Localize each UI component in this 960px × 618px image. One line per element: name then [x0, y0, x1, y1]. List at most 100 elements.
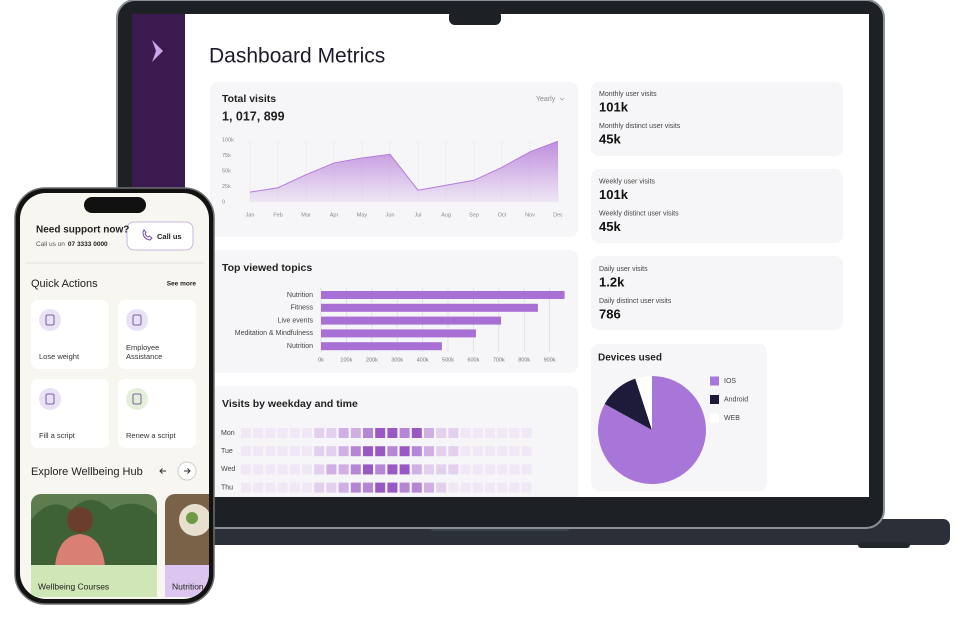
heat-cell — [497, 428, 508, 438]
action-label-box: Lose weight — [39, 352, 80, 362]
heat-cell — [460, 446, 471, 457]
heat-cell — [363, 464, 373, 475]
heat-cell — [399, 446, 410, 457]
bar — [321, 342, 442, 351]
hub-card-label: Nutrition — [172, 581, 204, 591]
stat-label: Weekly distinct user visits — [599, 210, 679, 217]
heat-cell — [265, 464, 276, 475]
heat-cell — [497, 482, 508, 493]
heat-cell — [448, 482, 459, 493]
heat-cell — [399, 464, 410, 475]
heat-cell — [326, 482, 337, 493]
action-glyph — [45, 393, 55, 405]
heat-cell — [472, 482, 483, 493]
call-button-label: Call us — [157, 232, 182, 241]
chevron[interactable] — [559, 97, 565, 101]
heat-cell — [485, 482, 495, 493]
support-number: 07 3333 0000 — [68, 241, 108, 248]
heat-cell — [277, 482, 288, 493]
action-icon — [39, 309, 61, 331]
heat-cell — [375, 428, 386, 438]
x-tick-label: Aug — [441, 212, 451, 218]
x-tick-label: 800k — [518, 357, 530, 363]
x-tick-label: 700k — [493, 357, 505, 363]
heat-cell — [289, 428, 300, 438]
total-value: 1, 017, 899 — [222, 109, 285, 123]
x-tick-label: Dec — [553, 212, 563, 218]
x-tick-label: 400k — [417, 357, 429, 363]
next-arrow — [184, 468, 191, 474]
x-tick-label: Apr — [330, 212, 339, 218]
row-label: Thu — [221, 484, 233, 491]
y-tick-label: Meditation & Mindfulness — [235, 330, 314, 337]
heat-cell — [375, 446, 386, 457]
dashboard: Dashboard Metrics Total visits 1, 017, 89… — [209, 45, 843, 497]
x-tick-label: Mar — [301, 212, 311, 218]
y-tick-label: Live events — [278, 317, 314, 324]
photo-person-body — [55, 534, 105, 566]
area — [250, 141, 558, 202]
heat-cell — [350, 464, 361, 475]
row-label: Mon — [221, 430, 235, 437]
heat-cell — [277, 464, 288, 475]
x-tick-label: Sep — [469, 212, 479, 218]
card-band — [31, 565, 157, 597]
action-label: Fill a script — [39, 431, 75, 441]
heat-cell — [472, 464, 483, 475]
heat-cell — [399, 482, 410, 493]
heat-cell — [485, 446, 495, 457]
heat-cell — [424, 464, 434, 475]
phone-content: Need support now?Call us on 07 3333 0000C… — [26, 221, 209, 597]
hub-card-label: Wellbeing Courses — [38, 581, 109, 591]
heat-cell — [448, 446, 459, 457]
see-more-link: See more — [167, 281, 197, 288]
action-label: Lose weight — [39, 352, 80, 362]
heat-cell — [424, 446, 434, 457]
x-tick-label: 600k — [467, 357, 479, 363]
section-title: Quick Actions — [31, 278, 98, 290]
card-title: Visits by weekday and time — [222, 398, 358, 410]
stat-value: 45k — [599, 219, 621, 234]
card — [591, 169, 843, 243]
x-tick-label: 100k — [340, 357, 352, 363]
legend-label: IOS — [724, 378, 736, 385]
legend-label: WEB — [724, 415, 740, 422]
heat-cell — [509, 482, 520, 493]
section-title: Explore Wellbeing Hub — [31, 466, 143, 478]
heat-cell — [399, 428, 410, 438]
bar — [321, 316, 502, 325]
heat-cell — [314, 446, 325, 457]
action-icon — [126, 309, 148, 331]
prev-arrow[interactable] — [159, 468, 166, 474]
y-tick-label: Nutrition — [287, 343, 313, 350]
notch — [449, 10, 501, 25]
heat-cell — [436, 482, 447, 493]
heat-cell — [460, 464, 471, 475]
laptop-foot — [858, 542, 910, 548]
card — [591, 82, 843, 156]
call-button[interactable] — [126, 221, 194, 251]
y-tick-label: 25k — [222, 184, 231, 190]
action-glyph — [45, 314, 55, 326]
heat-cell — [521, 446, 532, 457]
period-select: Yearly — [536, 96, 556, 103]
y-tick-label: Nutrition — [287, 292, 313, 299]
action-icon — [126, 388, 148, 410]
heat-cell — [302, 446, 312, 457]
heat-cell — [485, 428, 495, 438]
pie-slice — [604, 378, 652, 430]
heat-cell — [411, 446, 422, 457]
action-glyph — [132, 393, 142, 405]
x-tick-label: Jan — [246, 212, 255, 218]
support-prefix: Call us on — [36, 241, 65, 248]
heat-cell — [387, 428, 398, 438]
heat-cell — [241, 428, 251, 438]
heat-cell — [338, 446, 349, 457]
heat-cell — [472, 446, 483, 457]
heat-cell — [326, 464, 337, 475]
heat-cell — [326, 446, 337, 457]
line — [249, 140, 559, 193]
heat-cell — [253, 446, 264, 457]
